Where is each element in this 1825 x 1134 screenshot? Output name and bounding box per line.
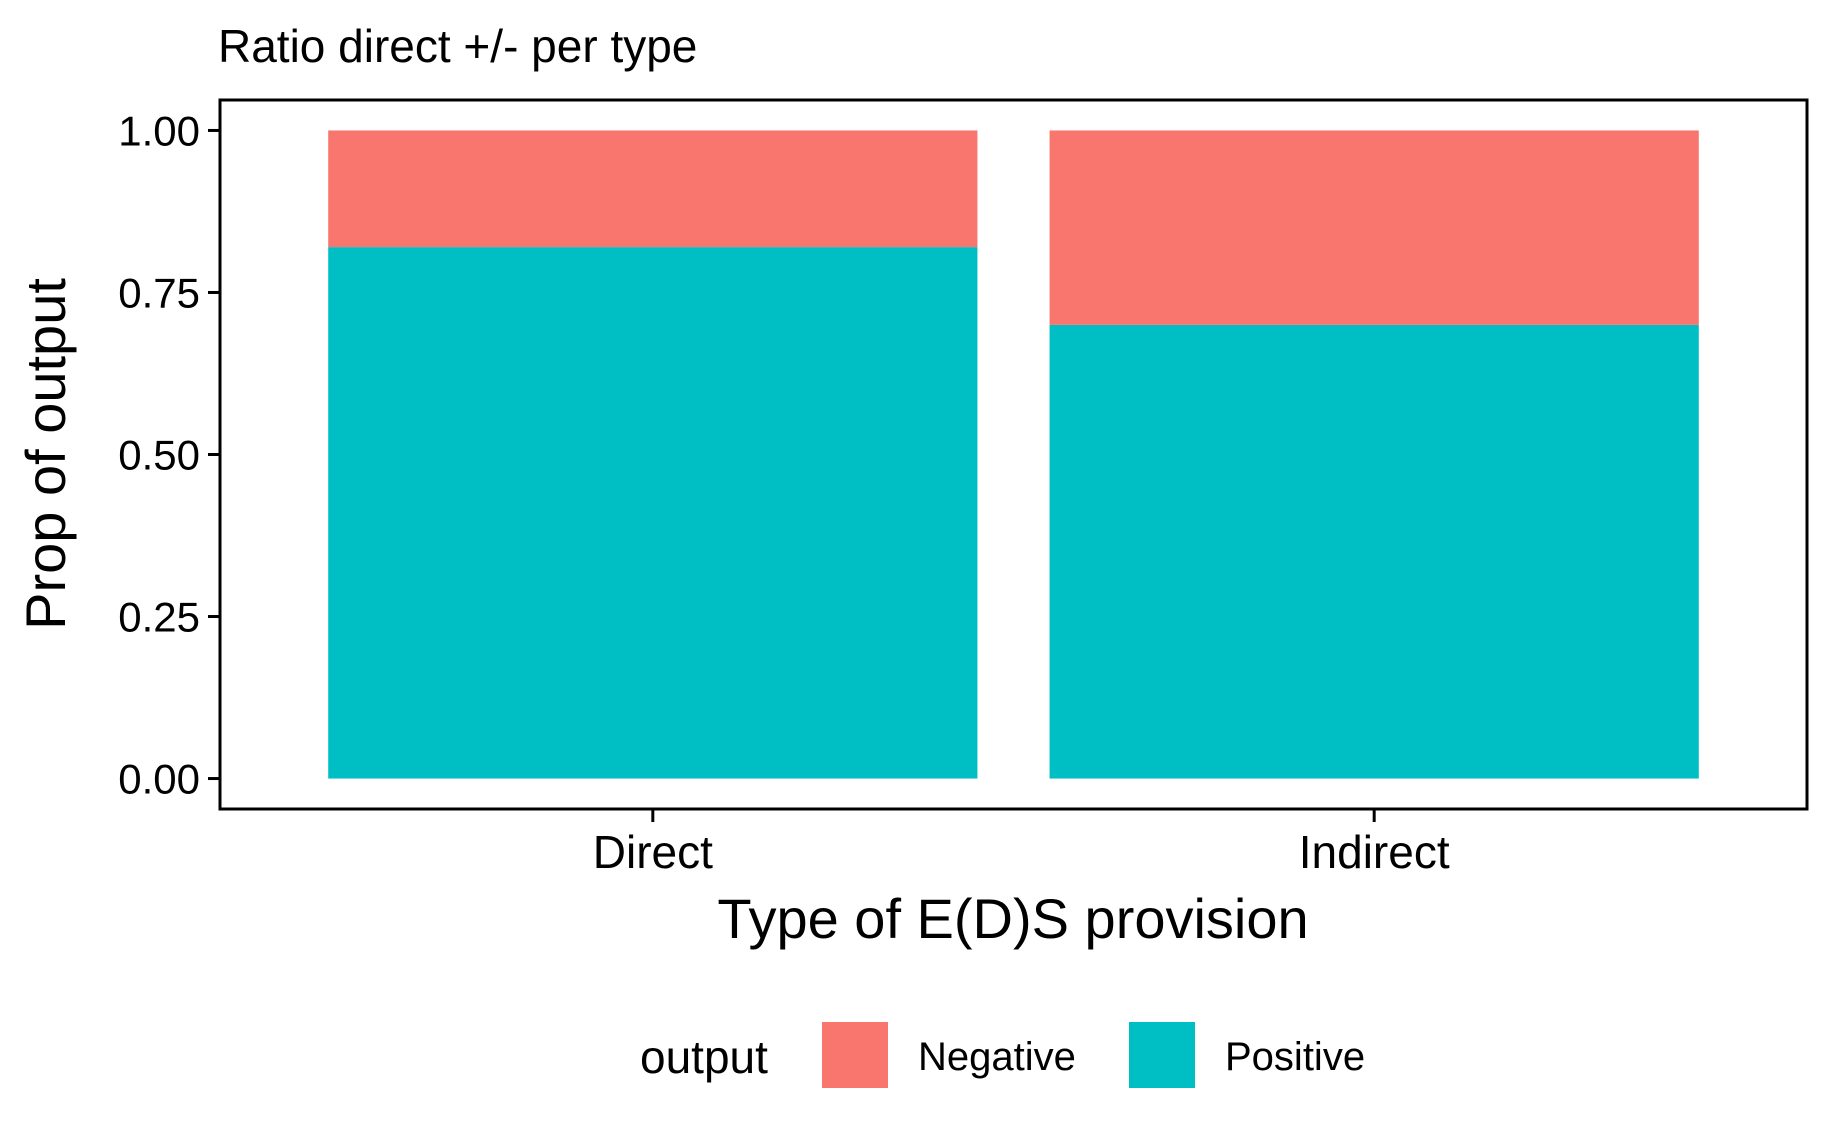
bar-indirect-negative <box>1049 130 1699 325</box>
y-tick-label: 0.50 <box>118 432 200 479</box>
bars-group <box>328 130 1699 779</box>
legend-key-negative <box>822 1022 888 1088</box>
y-tick-label: 1.00 <box>118 107 200 154</box>
legend-label-positive: Positive <box>1225 1035 1365 1079</box>
y-tick-label: 0.25 <box>118 594 200 641</box>
x-axis-title: Type of E(D)S provision <box>717 887 1308 950</box>
chart-title: Ratio direct +/- per type <box>218 20 697 72</box>
y-axis-title: Prop of output <box>14 278 77 630</box>
legend: output Negative Positive <box>640 1022 1365 1088</box>
y-tick-label: 0.00 <box>118 756 200 803</box>
bar-direct-positive <box>328 247 978 779</box>
bar-direct-negative <box>328 130 978 248</box>
legend-key-positive <box>1129 1022 1195 1088</box>
x-tick-label-indirect: Indirect <box>1299 826 1450 878</box>
y-tick-label: 0.75 <box>118 269 200 316</box>
y-axis: 0.00 0.25 0.50 0.75 1.00 <box>118 107 220 803</box>
legend-title: output <box>640 1031 768 1083</box>
x-tick-label-direct: Direct <box>593 826 713 878</box>
bar-indirect-positive <box>1049 324 1699 779</box>
x-axis: Direct Indirect <box>593 809 1450 878</box>
legend-label-negative: Negative <box>918 1035 1076 1079</box>
